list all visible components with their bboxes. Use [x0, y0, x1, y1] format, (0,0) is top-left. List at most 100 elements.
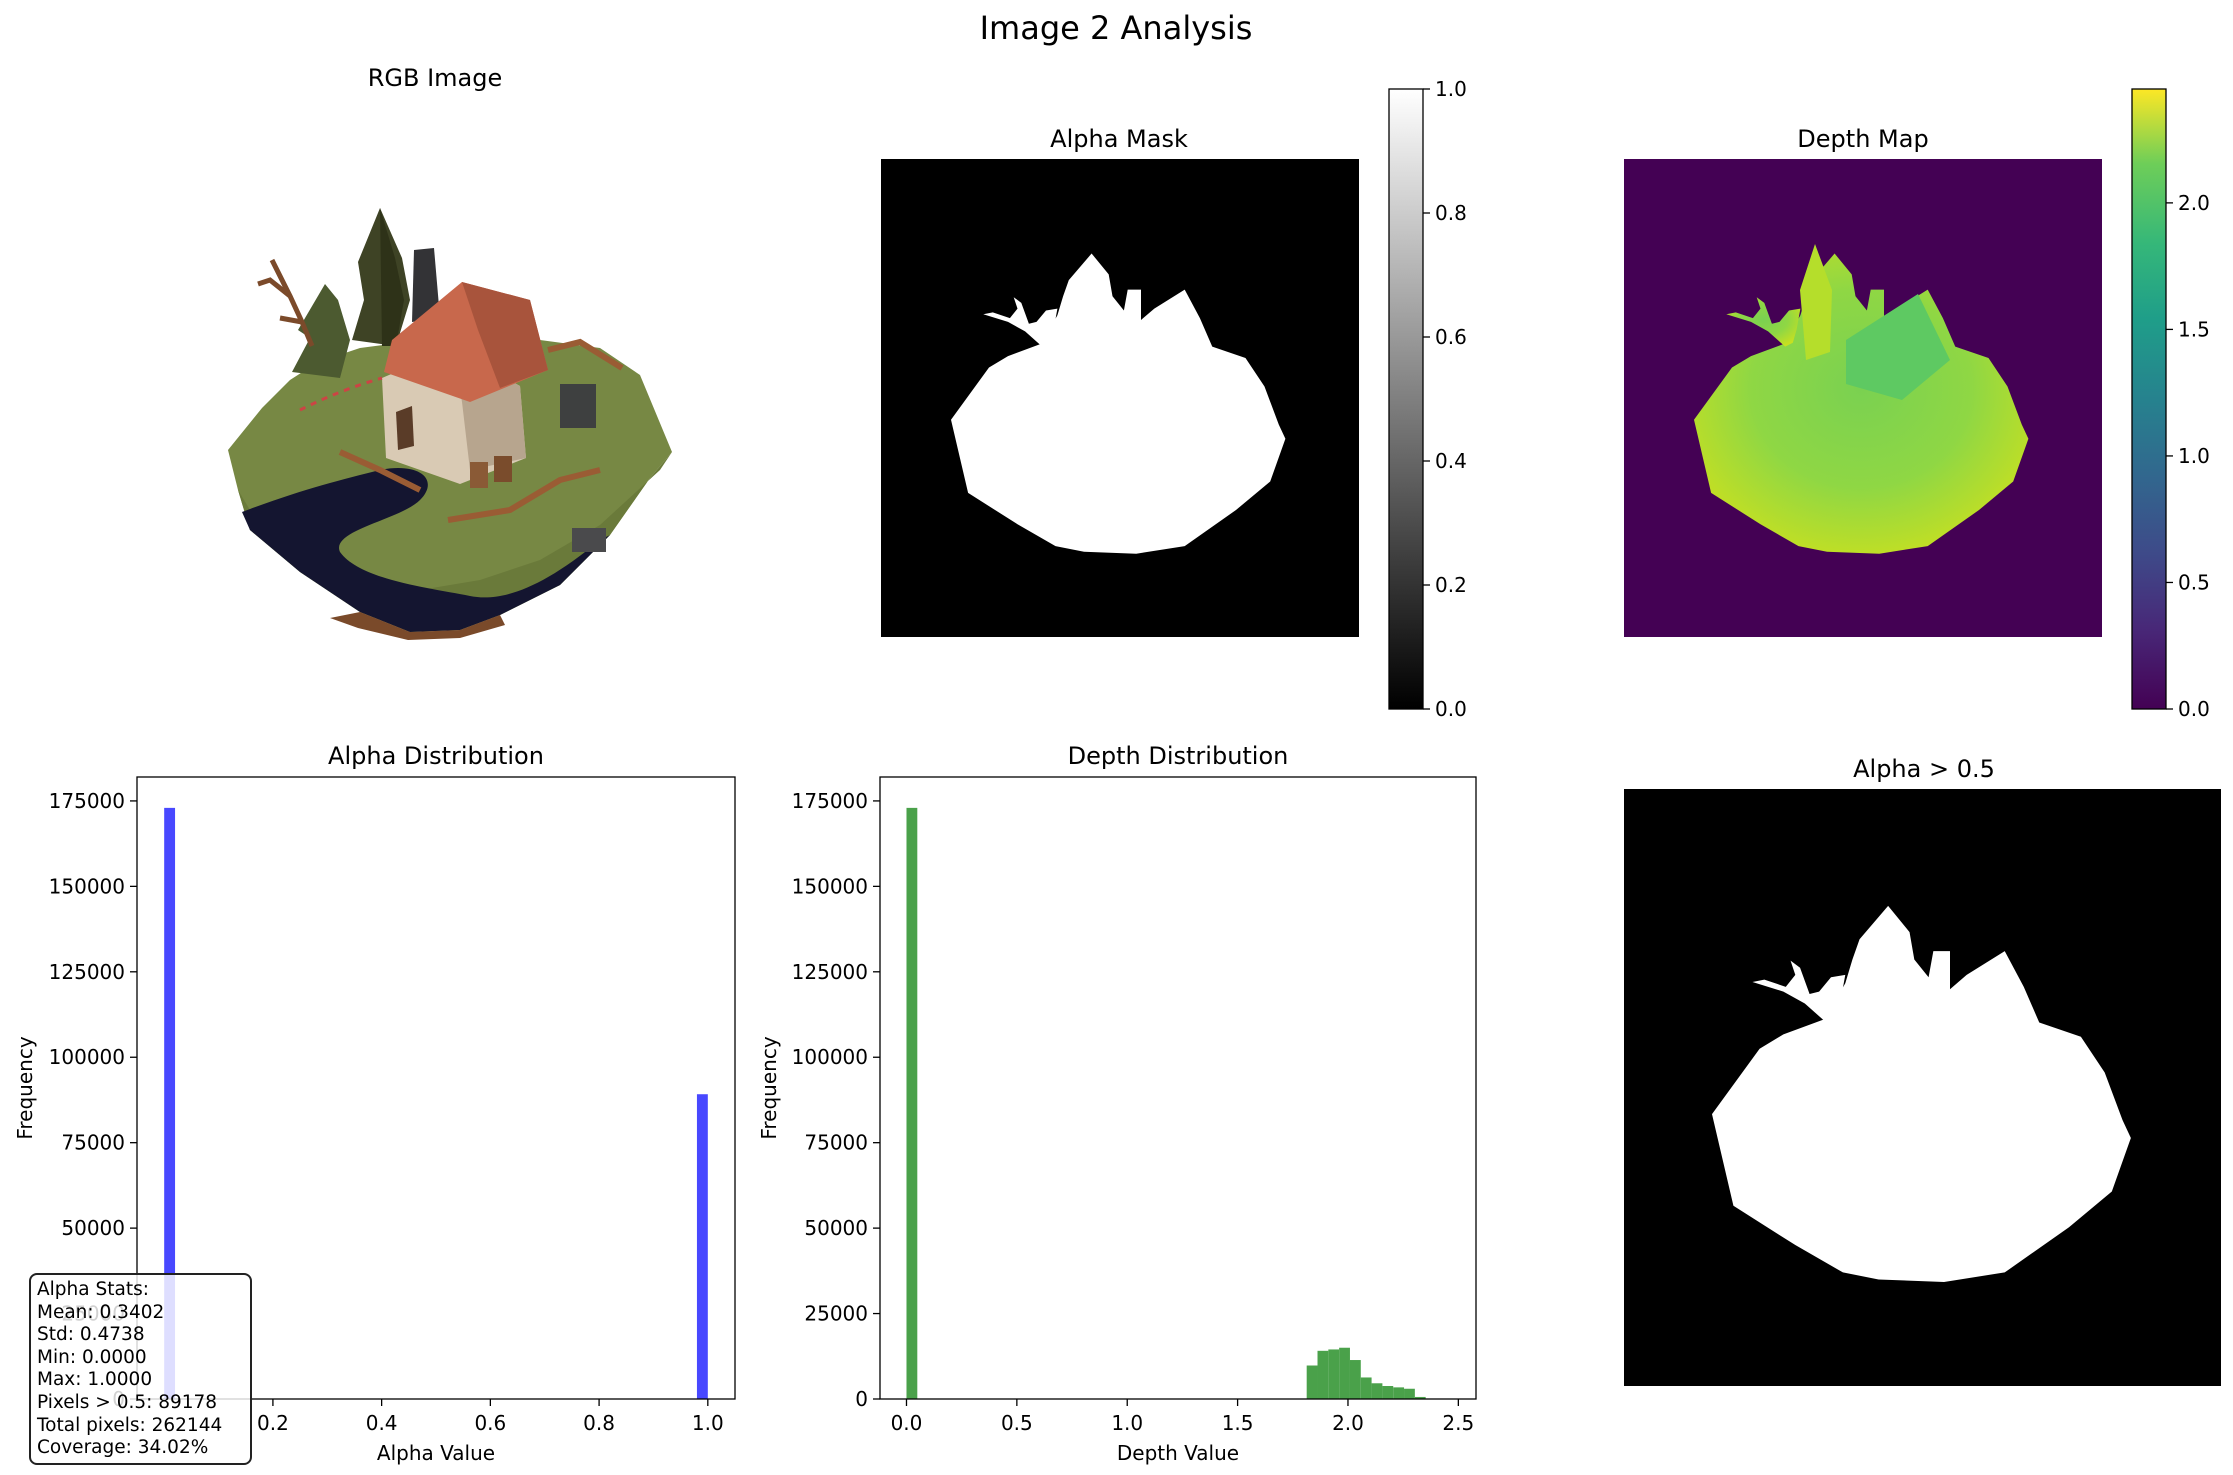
- island-dirt-base: [330, 612, 505, 640]
- depth-hist-xtick-label: 0.0: [891, 1411, 923, 1435]
- alpha-colorbar-tick-label: 0.4: [1435, 449, 1467, 473]
- alpha-hist-xtick-label: 0.8: [583, 1411, 615, 1435]
- depth-distribution-ylabel: Frequency: [757, 1036, 781, 1139]
- depth-colorbar: [2131, 88, 2167, 710]
- chimney-tower: [412, 248, 440, 322]
- alpha-histogram-bars: [164, 807, 708, 1399]
- depth-hist-bar-2: [1317, 1350, 1329, 1399]
- well: [560, 384, 596, 428]
- depth-hist-xtick-label: 2.0: [1332, 1411, 1364, 1435]
- alpha-hist-bar-0: [164, 807, 176, 1399]
- alpha-colorbar-tick-label: 1.0: [1435, 77, 1467, 101]
- depth-hist-ytick-label: 0: [855, 1387, 868, 1411]
- depth-distribution-axes: [879, 776, 1477, 1400]
- alpha-colorbar-tick-label: 0.8: [1435, 201, 1467, 225]
- alpha-hist-ytick-label: 125000: [49, 960, 125, 984]
- alpha-stats-line: Alpha Stats:: [37, 1279, 149, 1300]
- alpha-hist-xtick-label: 0.6: [474, 1411, 506, 1435]
- barrel-2: [494, 456, 512, 482]
- tree-pine-left: [292, 284, 350, 378]
- depth-hist-xtick-label: 1.0: [1111, 1411, 1143, 1435]
- depth-hist-bar-7: [1371, 1383, 1383, 1399]
- alpha-distribution-ylabel: Frequency: [13, 1036, 37, 1139]
- depth-colorbar-tick-label: 0.0: [2178, 697, 2210, 721]
- house-fence: [338, 338, 624, 523]
- depth-hist-ytick-label: 25000: [804, 1302, 868, 1326]
- alpha-stats-line: Std: 0.4738: [37, 1324, 145, 1346]
- depth-hist-bar-9: [1393, 1387, 1405, 1399]
- depth-histogram-bars: [906, 807, 1426, 1399]
- cart: [572, 528, 606, 552]
- alpha-distribution-title: Alpha Distribution: [328, 742, 544, 770]
- alpha-colorbar: [1388, 88, 1424, 710]
- alpha-hist-ytick-label: 100000: [49, 1045, 125, 1069]
- house-roof-shade: [462, 282, 548, 388]
- depth-hist-xtick-label: 1.5: [1222, 1411, 1254, 1435]
- depth-hist-bar-0: [906, 807, 918, 1399]
- alpha-stats-box: Alpha Stats: Mean: 0.3402 Std: 0.4738 Mi…: [29, 1273, 252, 1465]
- depth-hist-bar-3: [1328, 1349, 1340, 1399]
- depth-hist-ytick-label: 50000: [804, 1216, 868, 1240]
- alpha-hist-xtick-label: 0.4: [366, 1411, 398, 1435]
- alpha-stats-line: Coverage: 34.02%: [37, 1437, 209, 1459]
- depth-colorbar-tick-label: 0.5: [2178, 570, 2210, 594]
- depth-hist-ytick-label: 100000: [792, 1045, 868, 1069]
- depth-hist-bar-4: [1339, 1347, 1350, 1399]
- alpha-colorbar-tick-label: 0.2: [1435, 573, 1467, 597]
- depth-map-panel: Depth Map 0.0 0.5 1.0 1.5 2.0: [1624, 88, 2210, 721]
- alpha-distribution-xlabel: Alpha Value: [377, 1441, 495, 1465]
- depth-hist-ytick-label: 150000: [792, 874, 868, 898]
- alpha-colorbar-tick-label: 0.6: [1435, 325, 1467, 349]
- alpha-mask-panel: Alpha Mask 0.0 0.2 0.4 0.6 0.8 1.0: [881, 77, 1467, 721]
- alpha-hist-ytick-label: 50000: [61, 1216, 125, 1240]
- depth-hist-bar-6: [1360, 1377, 1372, 1399]
- alpha-hist-xtick-label: 0.2: [257, 1411, 289, 1435]
- depth-colorbar-tick-label: 1.0: [2178, 444, 2210, 468]
- alpha-hist-ytick-label: 75000: [61, 1131, 125, 1155]
- depth-hist-bar-10: [1404, 1388, 1415, 1399]
- depth-hist-bar-11: [1414, 1396, 1426, 1399]
- depth-hist-ytick-label: 75000: [804, 1131, 868, 1155]
- depth-hist-ytick-label: 125000: [792, 960, 868, 984]
- tree-tall-shade: [380, 208, 404, 346]
- figure-title: Image 2 Analysis: [980, 9, 1253, 47]
- depth-hist-xtick-label: 2.5: [1442, 1411, 1474, 1435]
- barrel-1: [470, 462, 488, 488]
- alpha-stats-line: Pixels > 0.5: 89178: [37, 1391, 218, 1413]
- alpha-stats-line: Total pixels: 262144: [37, 1414, 223, 1436]
- tree-bare-branch: [257, 258, 315, 347]
- depth-distribution-panel: Depth Distribution 0.0 0.5 1.0 1.5 2.0 2.5 0 25…: [757, 742, 1477, 1465]
- alpha-hist-bar-1: [696, 1094, 708, 1399]
- depth-hist-bar-8: [1382, 1386, 1394, 1399]
- river: [242, 468, 610, 632]
- alpha-hist-ytick-label: 175000: [49, 789, 125, 813]
- depth-distribution-xlabel: Depth Value: [1117, 1441, 1239, 1465]
- rgb-image-panel: RGB Image: [228, 64, 672, 640]
- house-door: [396, 406, 414, 450]
- depth-colorbar-tick-label: 1.5: [2178, 317, 2210, 341]
- alpha-colorbar-ticks: 0.0 0.2 0.4 0.6 0.8 1.0: [1423, 77, 1467, 721]
- alpha-stats-line: Min: 0.0000: [37, 1346, 147, 1368]
- alpha-mask-title: Alpha Mask: [1050, 125, 1188, 153]
- depth-hist-ytick-label: 175000: [792, 789, 868, 813]
- alpha-distribution-axes: [136, 776, 736, 1400]
- alpha-hist-ytick-label: 150000: [49, 874, 125, 898]
- alpha-stats-line: Mean: 0.3402: [37, 1301, 165, 1323]
- depth-colorbar-ticks: 0.0 0.5 1.0 1.5 2.0: [2166, 191, 2210, 721]
- depth-roof-region: [1846, 294, 1950, 400]
- alpha-threshold-title: Alpha > 0.5: [1853, 755, 1995, 783]
- depth-map-title: Depth Map: [1797, 125, 1928, 153]
- depth-distribution-title: Depth Distribution: [1068, 742, 1289, 770]
- depth-hist-bar-5: [1349, 1360, 1361, 1399]
- rgb-image-title: RGB Image: [368, 64, 503, 92]
- alpha-stats-line: Max: 1.0000: [37, 1369, 153, 1391]
- depth-histogram-ticks: 0.0 0.5 1.0 1.5 2.0 2.5 0 25000 50000 75000 100000…: [792, 789, 1475, 1435]
- rgb-island-scene: [228, 208, 672, 640]
- alpha-colorbar-tick-label: 0.0: [1435, 697, 1467, 721]
- depth-tree-highlight: [1800, 244, 1832, 360]
- depth-hist-xtick-label: 0.5: [1001, 1411, 1033, 1435]
- alpha-hist-xtick-label: 1.0: [692, 1411, 724, 1435]
- depth-colorbar-tick-label: 2.0: [2178, 191, 2210, 215]
- alpha-threshold-panel: Alpha > 0.5: [1624, 755, 2221, 1386]
